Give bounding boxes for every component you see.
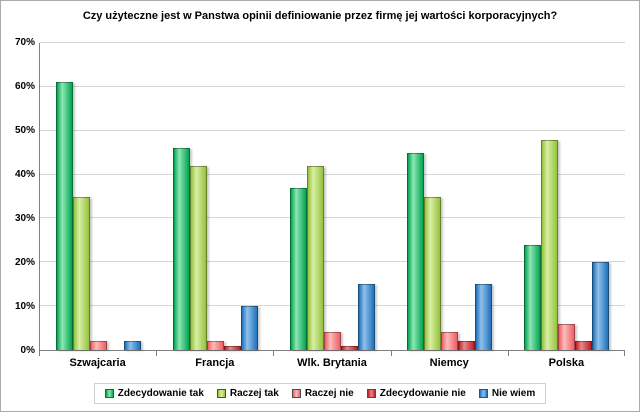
bar-zdecydowanie-nie [575, 341, 592, 350]
x-axis-tick [624, 351, 625, 356]
legend-item: Raczej tak [216, 388, 279, 399]
bar-zdecydowanie-tak [56, 82, 73, 350]
y-axis-tick-label: 30% [14, 213, 35, 224]
legend-item: Raczej nie [291, 388, 354, 399]
bar-zdecydowanie-nie [224, 345, 241, 350]
bar-zdecydowanie-tak [407, 152, 424, 350]
bar-raczej-nie [90, 341, 107, 350]
x-axis-labels: Szwajcaria Francja Wlk. Brytania Niemcy Pols… [39, 357, 625, 369]
legend-swatch [366, 389, 376, 398]
category-group-szwajcaria [40, 43, 157, 350]
bar-nie-wiem [124, 341, 141, 350]
bar-nie-wiem [358, 284, 375, 350]
gridline [40, 217, 625, 219]
legend-label: Raczej nie [304, 388, 354, 399]
bar-zdecydowanie-tak [290, 187, 307, 350]
bar-raczej-nie [207, 341, 224, 350]
bar-zdecydowanie-nie [341, 345, 358, 350]
gridline [40, 261, 625, 263]
bar-raczej-tak [73, 196, 90, 350]
bar-groups [40, 43, 625, 350]
bar-raczej-nie [324, 332, 341, 350]
bar-raczej-nie [441, 332, 458, 350]
legend-swatch [216, 389, 226, 398]
legend-label: Nie wiem [491, 388, 536, 399]
gridline [40, 85, 625, 87]
category-group-francja [157, 43, 274, 350]
legend-label: Zdecydowanie tak [117, 388, 204, 399]
chart-title: Czy użyteczne jest w Panstwa opinii defi… [82, 10, 558, 22]
legend-item: Zdecydowanie nie [366, 388, 466, 399]
bar-raczej-tak [424, 196, 441, 350]
plot-area [39, 42, 625, 351]
bar-nie-wiem [475, 284, 492, 350]
x-axis-category-label: Niemcy [429, 357, 469, 369]
y-axis-tick-label: 70% [14, 37, 35, 48]
x-axis-category-label: Szwajcaria [69, 357, 126, 369]
y-axis-tick-label: 20% [14, 257, 35, 269]
gridline [40, 305, 625, 307]
y-axis-tick-label: 0% [20, 345, 35, 356]
bar-raczej-nie [558, 323, 575, 350]
bar-raczej-tak [307, 165, 324, 350]
legend-swatch [291, 389, 301, 398]
legend-wrapper: Zdecydowanie tak Raczej tak Raczej nie Zdec… [1, 383, 639, 404]
category-group-niemcy [391, 43, 508, 350]
bar-nie-wiem [241, 306, 258, 350]
x-axis-ticks [39, 351, 625, 356]
bar-raczej-tak [541, 139, 558, 350]
gridline [40, 173, 625, 175]
bar-zdecydowanie-nie [458, 341, 475, 350]
bar-nie-wiem [592, 262, 609, 350]
y-axis-tick-label: 50% [14, 125, 35, 136]
x-axis-tick [273, 351, 275, 356]
x-axis-tick [507, 351, 509, 356]
legend-label: Zdecydowanie nie [379, 388, 466, 399]
gridline [40, 42, 625, 43]
y-axis: 0% 10% 20% 30% 40% 50% 60% 70% [1, 37, 35, 356]
bar-zdecydowanie-tak [173, 148, 190, 350]
x-axis-tick [39, 351, 40, 356]
legend-item: Zdecydowanie tak [104, 388, 204, 399]
category-group-polska [508, 43, 625, 350]
y-axis-tick-label: 40% [14, 169, 35, 181]
category-group-wlk-brytania [274, 43, 391, 350]
x-axis-tick [156, 351, 158, 356]
x-axis-category-label: Wlk. Brytania [297, 357, 367, 369]
x-axis-tick [390, 351, 392, 356]
x-axis-category-label: Francja [195, 357, 235, 369]
bar-raczej-tak [190, 165, 207, 350]
y-axis-tick-label: 60% [14, 81, 35, 92]
bar-zdecydowanie-tak [524, 244, 541, 350]
x-axis-category-label: Polska [548, 357, 585, 369]
legend-swatch [478, 389, 488, 398]
legend-item: Nie wiem [478, 388, 536, 399]
legend-swatch [104, 389, 114, 398]
legend-label: Raczej tak [229, 388, 279, 399]
gridline [40, 129, 625, 131]
legend: Zdecydowanie tak Raczej tak Raczej nie Zdec… [93, 383, 547, 404]
y-axis-tick-label: 10% [14, 301, 35, 313]
